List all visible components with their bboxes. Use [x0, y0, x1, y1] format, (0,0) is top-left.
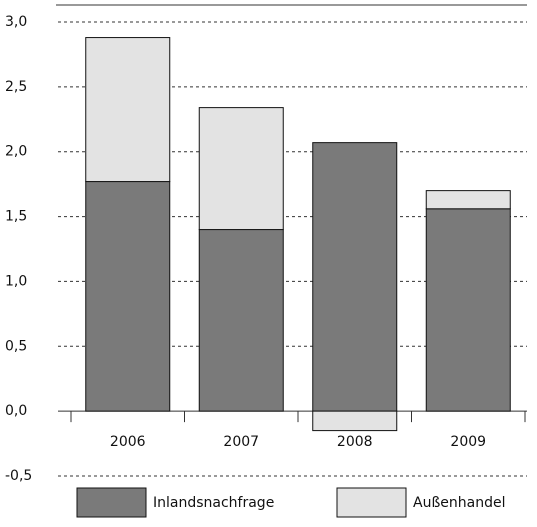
legend-label: Inlandsnachfrage: [153, 495, 274, 511]
x-tick-label: 2009: [450, 434, 486, 450]
bar-segment: [425, 208, 511, 412]
bar-segment: [425, 190, 511, 210]
bar-segment: [85, 181, 171, 412]
bar-segment: [312, 142, 398, 412]
legend-label: Außenhandel: [413, 495, 505, 511]
y-tick-label: 2,0: [5, 144, 27, 160]
x-tick-label: 2007: [223, 434, 259, 450]
y-tick-label: 2,5: [5, 79, 27, 95]
bar-segment: [312, 410, 398, 432]
y-tick-label: 0,5: [5, 338, 27, 354]
y-tick-label: 1,5: [5, 209, 27, 225]
bar-segment: [198, 107, 284, 231]
bar-segment: [85, 37, 171, 183]
legend-swatch: [76, 487, 147, 518]
x-tick-label: 2006: [110, 434, 146, 450]
bar-segment: [198, 229, 284, 412]
y-tick-label: -0,5: [5, 468, 32, 484]
y-tick-label: 1,0: [5, 273, 27, 289]
legend-swatch: [336, 487, 407, 518]
x-tick-label: 2008: [337, 434, 373, 450]
y-tick-label: 0,0: [5, 403, 27, 419]
y-tick-label: 3,0: [5, 14, 27, 30]
